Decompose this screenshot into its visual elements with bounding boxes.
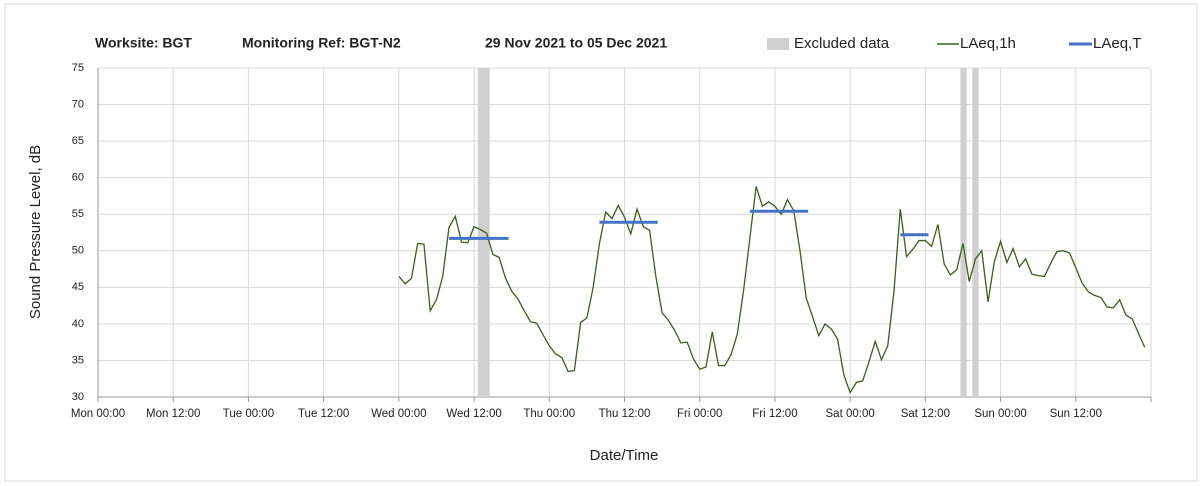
legend-label: LAeq,T	[1093, 35, 1141, 52]
y-tick-label: 40	[72, 318, 84, 330]
legend-swatch	[767, 38, 789, 50]
x-tick-label: Sun 12:00	[1050, 408, 1102, 420]
excluded-band	[972, 68, 979, 397]
x-tick-label: Fri 12:00	[752, 408, 797, 420]
x-tick-label: Tue 00:00	[223, 408, 274, 420]
x-tick-label: Fri 00:00	[677, 408, 722, 420]
legend-label: LAeq,1h	[960, 35, 1016, 52]
x-tick-label: Thu 00:00	[523, 408, 575, 420]
x-tick-label: Mon 12:00	[146, 408, 200, 420]
excluded-band	[477, 68, 490, 397]
excluded-band	[960, 68, 967, 397]
y-axis-label: Sound Pressure Level, dB	[27, 145, 44, 319]
y-tick-label: 35	[72, 354, 84, 366]
x-tick-label: Mon 00:00	[71, 408, 125, 420]
series-line	[398, 186, 1146, 395]
x-tick-label: Wed 12:00	[446, 408, 501, 420]
x-axis-label: Date/Time	[590, 447, 659, 464]
x-tick-label: Wed 00:00	[371, 408, 426, 420]
chart-title: Worksite: BGT	[95, 35, 192, 51]
chart-title: 29 Nov 2021 to 05 Dec 2021	[485, 35, 667, 51]
chart-title: Monitoring Ref: BGT-N2	[242, 35, 401, 51]
y-tick-label: 60	[72, 172, 84, 184]
y-tick-label: 65	[72, 135, 84, 147]
y-tick-label: 75	[72, 62, 84, 74]
chart-frame	[4, 3, 1198, 482]
x-tick-label: Tue 12:00	[298, 408, 349, 420]
x-tick-label: Sat 12:00	[901, 408, 950, 420]
x-tick-label: Sun 00:00	[974, 408, 1026, 420]
legend-label: Excluded data	[794, 35, 890, 52]
y-tick-label: 55	[72, 208, 84, 220]
y-tick-label: 70	[72, 98, 84, 110]
y-tick-label: 30	[72, 391, 84, 403]
y-tick-label: 45	[72, 281, 84, 293]
x-tick-label: Thu 12:00	[599, 408, 651, 420]
y-tick-label: 50	[72, 245, 84, 257]
x-tick-label: Sat 00:00	[826, 408, 875, 420]
